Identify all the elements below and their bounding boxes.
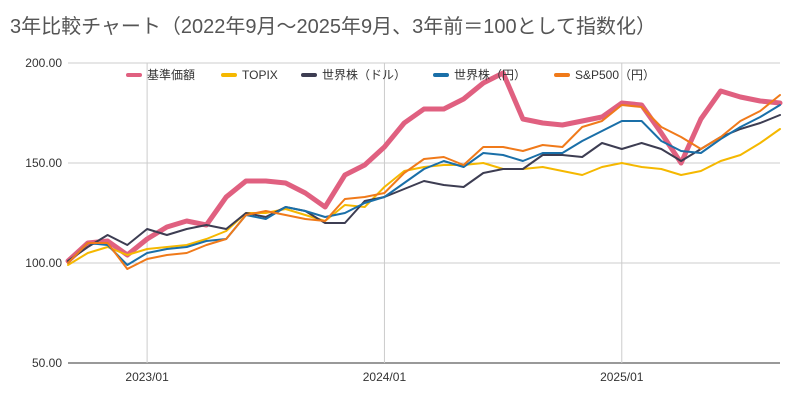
legend-label: TOPIX	[242, 68, 278, 82]
legend-label: 世界株（ドル）	[322, 67, 406, 82]
y-tick-label: 200.00	[25, 56, 62, 70]
legend-label: 世界株（円）	[454, 67, 526, 82]
legend-item: 世界株（円）	[433, 67, 526, 82]
legend-item: S&P500（円）	[554, 68, 655, 82]
series-line-1	[67, 128, 781, 266]
x-tick-label: 2025/01	[600, 370, 644, 384]
x-tick-label: 2023/01	[125, 370, 169, 384]
series-line-4	[67, 94, 781, 270]
x-tick-label: 2024/01	[363, 370, 407, 384]
y-tick-label: 100.00	[25, 256, 62, 270]
y-tick-label: 150.00	[25, 156, 62, 170]
series-line-0	[65, 70, 783, 264]
legend-label: 基準価額	[147, 67, 195, 82]
chart-title: 3年比較チャート（2022年9月〜2025年9月、3年前＝100として指数化）	[10, 16, 657, 38]
y-axis-ticks: 50.00 100.00 150.00 200.00	[25, 56, 62, 370]
y-tick-label: 50.00	[32, 356, 62, 370]
grid-lines	[68, 62, 780, 364]
series-line-2	[67, 114, 781, 262]
legend-item: TOPIX	[221, 68, 278, 82]
series-lines	[65, 70, 783, 270]
legend-item: 基準価額	[126, 67, 195, 82]
x-axis-ticks: 2023/01 2024/01 2025/01	[125, 370, 643, 384]
series-line-3	[67, 104, 781, 266]
legend: 基準価額 TOPIX 世界株（ドル） 世界株（円） S&P500（円）	[126, 67, 655, 82]
legend-item: 世界株（ドル）	[301, 67, 406, 82]
legend-label: S&P500（円）	[575, 68, 655, 82]
